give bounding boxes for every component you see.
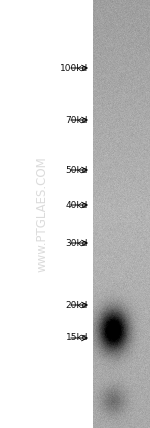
- Text: 20kd: 20kd: [66, 300, 88, 309]
- Text: www.PTGLAES.COM: www.PTGLAES.COM: [36, 156, 48, 272]
- Text: 40kd: 40kd: [66, 200, 88, 209]
- Text: 30kd: 30kd: [66, 238, 88, 247]
- Text: 50kd: 50kd: [66, 166, 88, 175]
- Text: 15kd: 15kd: [66, 333, 88, 342]
- Text: 70kd: 70kd: [66, 116, 88, 125]
- Text: 100kd: 100kd: [60, 63, 88, 72]
